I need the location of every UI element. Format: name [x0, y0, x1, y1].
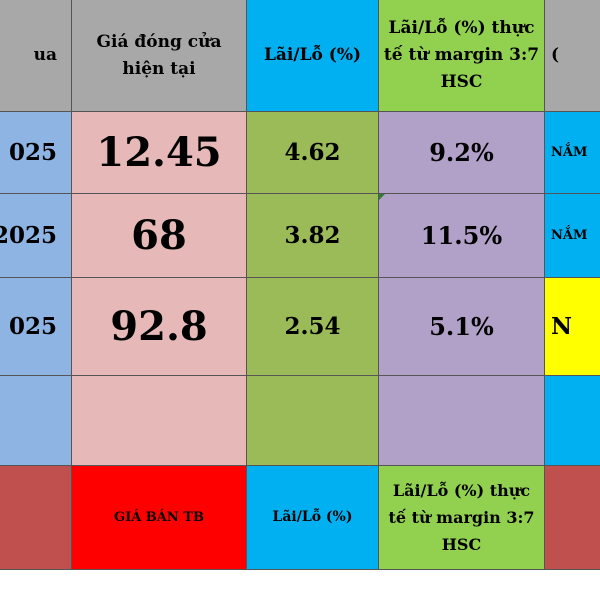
- row2-margin: 11.5%: [420, 221, 503, 250]
- row1-margin-cell[interactable]: 9.2%: [379, 112, 545, 194]
- row2-date: 2025: [0, 222, 57, 249]
- header-status-cell[interactable]: (: [545, 0, 600, 112]
- footer-profit-loss-label: Lãi/Lỗ (%): [272, 509, 353, 525]
- row1-pl: 4.62: [284, 139, 341, 166]
- row4-status-cell[interactable]: [545, 376, 600, 466]
- row3-pl: 2.54: [284, 313, 341, 340]
- row2-pl: 3.82: [284, 222, 341, 249]
- row3-close: 92.8: [110, 303, 208, 350]
- row1-margin: 9.2%: [429, 138, 494, 167]
- row1-close-cell[interactable]: 12.45: [72, 112, 247, 194]
- row3-date: 025: [8, 313, 57, 340]
- row2-status-cell[interactable]: NẮM: [545, 194, 600, 278]
- header-close-price-label: Giá đóng cửa hiện tại: [96, 31, 222, 79]
- row1-date-cell[interactable]: 025: [0, 112, 72, 194]
- header-close-price-cell[interactable]: Giá đóng cửa hiện tại: [72, 0, 247, 112]
- footer-margin-profit-label: Lãi/Lỗ (%) thực tế từ margin 3:7 HSC: [388, 481, 535, 554]
- row3-status-cell[interactable]: N: [545, 278, 600, 376]
- row4-pl-cell[interactable]: [247, 376, 379, 466]
- row3-status: N: [551, 313, 573, 340]
- row4-date-cell[interactable]: [0, 376, 72, 466]
- row2-date-cell[interactable]: 2025: [0, 194, 72, 278]
- header-date-cell[interactable]: ua: [0, 0, 72, 112]
- header-profit-loss-cell[interactable]: Lãi/Lỗ (%): [247, 0, 379, 112]
- row4-margin-cell[interactable]: [379, 376, 545, 466]
- row1-pl-cell[interactable]: 4.62: [247, 112, 379, 194]
- header-profit-loss-label: Lãi/Lỗ (%): [263, 45, 362, 65]
- row3-margin-cell[interactable]: 5.1%: [379, 278, 545, 376]
- header-margin-profit-cell[interactable]: Lãi/Lỗ (%) thực tế từ margin 3:7 HSC: [379, 0, 545, 112]
- row1-status-cell[interactable]: NẮM: [545, 112, 600, 194]
- row3-pl-cell[interactable]: 2.54: [247, 278, 379, 376]
- row3-close-cell[interactable]: 92.8: [72, 278, 247, 376]
- row3-margin: 5.1%: [429, 312, 494, 341]
- cell-note-marker: [379, 194, 385, 200]
- row1-close: 12.45: [96, 129, 222, 176]
- header-status-label: (: [551, 45, 560, 65]
- row1-date: 025: [8, 139, 57, 166]
- footer-margin-profit-cell[interactable]: Lãi/Lỗ (%) thực tế từ margin 3:7 HSC: [379, 466, 545, 570]
- row2-status: NẮM: [551, 228, 588, 243]
- row2-pl-cell[interactable]: 3.82: [247, 194, 379, 278]
- row3-date-cell[interactable]: 025: [0, 278, 72, 376]
- footer-col0-cell[interactable]: [0, 466, 72, 570]
- row2-close: 68: [131, 212, 187, 259]
- row1-status: NẮM: [551, 145, 588, 160]
- row2-margin-cell[interactable]: 11.5%: [379, 194, 545, 278]
- footer-profit-loss-cell[interactable]: Lãi/Lỗ (%): [247, 466, 379, 570]
- footer-avg-sell-price-cell[interactable]: GIÁ BÁN TB: [72, 466, 247, 570]
- footer-avg-sell-price-label: GIÁ BÁN TB: [114, 510, 204, 525]
- header-margin-profit-label: Lãi/Lỗ (%) thực tế từ margin 3:7 HSC: [383, 18, 540, 92]
- header-date-label: ua: [33, 45, 57, 65]
- row2-close-cell[interactable]: 68: [72, 194, 247, 278]
- footer-col4-cell[interactable]: [545, 466, 600, 570]
- row4-close-cell[interactable]: [72, 376, 247, 466]
